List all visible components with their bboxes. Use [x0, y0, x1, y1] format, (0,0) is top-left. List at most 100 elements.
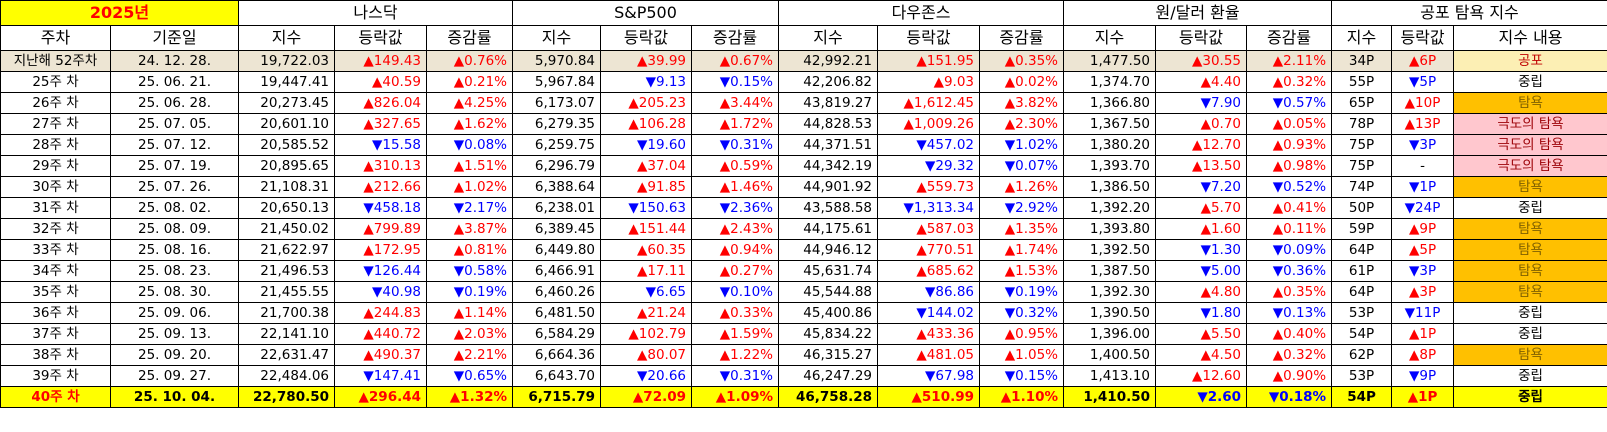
- dow-index-cell: 44,946.12: [778, 239, 879, 261]
- fg-index-cell: 75P: [1331, 155, 1393, 177]
- dow-index-cell: 45,544.88: [778, 281, 879, 303]
- dow-rate-cell: ▲1.05%: [979, 344, 1065, 366]
- nasdaq-index-cell: 20,273.45: [238, 92, 336, 114]
- table-row: 33주 차 25. 08. 16. 21,622.97 ▲172.95 ▲0.81% 6,…: [0, 239, 1607, 261]
- krw-rate-cell: ▲0.41%: [1246, 197, 1333, 219]
- sp500-index-cell: 6,460.26: [512, 281, 602, 303]
- table-row: 지난해 52주차 24. 12. 28. 19,722.03 ▲149.43 ▲0.76…: [0, 50, 1607, 72]
- date-cell: 25. 09. 13.: [109, 323, 240, 345]
- krw-rate-cell: ▲0.05%: [1246, 113, 1333, 135]
- nasdaq-rate-cell: ▲1.14%: [426, 302, 514, 324]
- krw-change-cell: ▼7.90: [1155, 92, 1248, 114]
- fg-index-cell: 78P: [1331, 113, 1393, 135]
- fg-change-cell: -: [1391, 155, 1455, 177]
- week-cell: 38주 차: [0, 344, 111, 366]
- date-cell: 25. 09. 27.: [109, 365, 240, 387]
- date-cell: 25. 09. 20.: [109, 344, 240, 366]
- nasdaq-rate-cell: ▲3.87%: [426, 218, 514, 240]
- fg-index-cell: 62P: [1331, 344, 1393, 366]
- date-cell: 25. 07. 26.: [109, 176, 240, 198]
- dow-index-cell: 42,992.21: [778, 50, 879, 72]
- sp500-rate-cell: ▲0.33%: [691, 302, 780, 324]
- col-date: 기준일: [109, 25, 240, 51]
- dow-change-cell: ▲9.03: [877, 71, 981, 93]
- nasdaq-rate-cell: ▲2.21%: [426, 344, 514, 366]
- col-dow-change: 등락값: [877, 25, 981, 51]
- date-cell: 25. 06. 21.: [109, 71, 240, 93]
- krw-change-cell: ▲1.60: [1155, 218, 1248, 240]
- sp500-index-cell: 5,967.84: [512, 71, 602, 93]
- fg-status-badge: 중립: [1453, 365, 1607, 387]
- fg-status-badge: 탐욕: [1453, 281, 1607, 303]
- dow-rate-cell: ▲0.95%: [979, 323, 1065, 345]
- nasdaq-index-cell: 21,108.31: [238, 176, 336, 198]
- fg-status-badge: 탐욕: [1453, 344, 1607, 366]
- sp500-rate-cell: ▲0.67%: [691, 50, 780, 72]
- table-row: 27주 차 25. 07. 05. 20,601.10 ▲327.65 ▲1.62% 6,…: [0, 113, 1607, 135]
- krw-index-cell: 1,380.20: [1063, 134, 1157, 156]
- krw-rate-cell: ▼0.52%: [1246, 176, 1333, 198]
- sp500-change-cell: ▼6.65: [600, 281, 693, 303]
- col-nasdaq-index: 지수: [238, 25, 336, 51]
- dow-rate-cell: ▲0.35%: [979, 50, 1065, 72]
- krw-change-cell: ▲13.50: [1155, 155, 1248, 177]
- krw-rate-cell: ▼0.57%: [1246, 92, 1333, 114]
- date-cell: 25. 08. 02.: [109, 197, 240, 219]
- dow-change-cell: ▲559.73: [877, 176, 981, 198]
- dow-index-cell: 46,758.28: [778, 386, 879, 408]
- fg-index-cell: 65P: [1331, 92, 1393, 114]
- sp500-change-cell: ▲80.07: [600, 344, 693, 366]
- col-nasdaq-change: 등락값: [334, 25, 428, 51]
- week-cell: 40주 차: [0, 386, 111, 408]
- fg-change-cell: ▲8P: [1391, 344, 1455, 366]
- nasdaq-rate-cell: ▼0.58%: [426, 260, 514, 282]
- nasdaq-index-cell: 20,601.10: [238, 113, 336, 135]
- sp500-index-cell: 6,643.70: [512, 365, 602, 387]
- krw-index-cell: 1,392.50: [1063, 239, 1157, 261]
- header-row-columns: 주차 기준일 지수 등락값 증감률 지수 등락값 증감률 지수 등락값 증감률 …: [0, 25, 1607, 51]
- sp500-change-cell: ▲151.44: [600, 218, 693, 240]
- krw-index-cell: 1,374.70: [1063, 71, 1157, 93]
- dow-index-cell: 45,834.22: [778, 323, 879, 345]
- dow-index-cell: 45,631.74: [778, 260, 879, 282]
- krw-index-cell: 1,413.10: [1063, 365, 1157, 387]
- fg-index-cell: 54P: [1331, 323, 1393, 345]
- fg-index-cell: 75P: [1331, 134, 1393, 156]
- table-row: 25주 차 25. 06. 21. 19,447.41 ▲40.59 ▲0.21% 5,9…: [0, 71, 1607, 93]
- dow-index-cell: 44,828.53: [778, 113, 879, 135]
- dow-rate-cell: ▼0.32%: [979, 302, 1065, 324]
- nasdaq-index-cell: 22,141.10: [238, 323, 336, 345]
- date-cell: 24. 12. 28.: [109, 50, 240, 72]
- sp500-rate-cell: ▼2.36%: [691, 197, 780, 219]
- nasdaq-index-cell: 22,484.06: [238, 365, 336, 387]
- date-cell: 25. 09. 06.: [109, 302, 240, 324]
- krw-change-cell: ▲4.80: [1155, 281, 1248, 303]
- fg-index-cell: 64P: [1331, 239, 1393, 261]
- nasdaq-index-cell: 19,722.03: [238, 50, 336, 72]
- nasdaq-rate-cell: ▲0.21%: [426, 71, 514, 93]
- krw-index-cell: 1,477.50: [1063, 50, 1157, 72]
- krw-change-cell: ▼2.60: [1155, 386, 1248, 408]
- krw-rate-cell: ▲0.90%: [1246, 365, 1333, 387]
- fg-change-cell: ▼9P: [1391, 365, 1455, 387]
- table-row: 37주 차 25. 09. 13. 22,141.10 ▲440.72 ▲2.03% 6,…: [0, 323, 1607, 345]
- col-krw-index: 지수: [1063, 25, 1157, 51]
- nasdaq-rate-cell: ▲1.51%: [426, 155, 514, 177]
- dow-index-cell: 44,901.92: [778, 176, 879, 198]
- nasdaq-change-cell: ▲799.89: [334, 218, 428, 240]
- nasdaq-rate-cell: ▼0.19%: [426, 281, 514, 303]
- week-cell: 28주 차: [0, 134, 111, 156]
- sp500-index-cell: 6,388.64: [512, 176, 602, 198]
- fg-index-cell: 61P: [1331, 260, 1393, 282]
- dow-rate-cell: ▲1.74%: [979, 239, 1065, 261]
- week-cell: 35주 차: [0, 281, 111, 303]
- week-cell: 26주 차: [0, 92, 111, 114]
- fg-change-cell: ▲10P: [1391, 92, 1455, 114]
- krw-index-cell: 1,396.00: [1063, 323, 1157, 345]
- nasdaq-rate-cell: ▲0.76%: [426, 50, 514, 72]
- krw-rate-cell: ▼0.18%: [1246, 386, 1333, 408]
- col-sp500-rate: 증감률: [691, 25, 780, 51]
- sp500-index-cell: 6,259.75: [512, 134, 602, 156]
- fg-change-cell: ▼3P: [1391, 260, 1455, 282]
- table-row: 36주 차 25. 09. 06. 21,700.38 ▲244.83 ▲1.14% 6,…: [0, 302, 1607, 324]
